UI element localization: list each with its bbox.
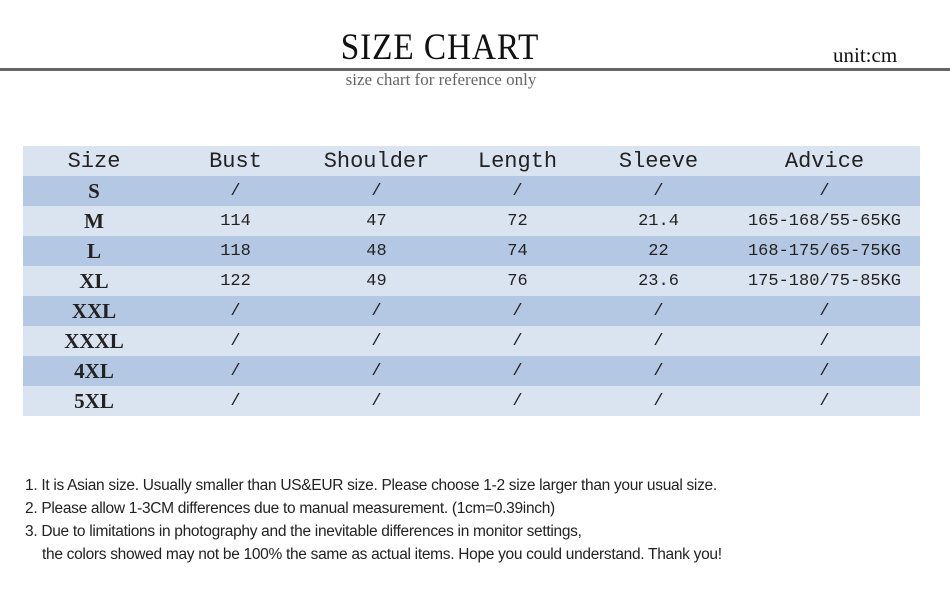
cell-length: / <box>512 331 523 351</box>
column-header-length: Length <box>477 148 558 174</box>
table-row: XL 122 49 76 23.6 175-180/75-85KG <box>23 266 920 296</box>
note-3: 3. Due to limitations in photography and… <box>25 523 582 540</box>
cell-bust: 118 <box>220 241 251 261</box>
cell-length: / <box>512 301 523 321</box>
size-cell: XXL <box>71 298 117 323</box>
cell-shoulder: / <box>371 361 382 381</box>
unit-label: unit:cm <box>833 43 898 67</box>
cell-bust: / <box>230 331 241 351</box>
note-3-continued: the colors showed may not be 100% the sa… <box>42 546 722 563</box>
cell-length: 74 <box>507 241 528 261</box>
cell-bust: / <box>230 391 241 411</box>
table-row: 5XL / / / / / <box>23 386 920 416</box>
notes: 1. It is Asian size. Usually smaller tha… <box>25 474 722 566</box>
cell-advice: / <box>819 361 830 381</box>
cell-shoulder: 47 <box>366 211 387 231</box>
column-header-bust: Bust <box>209 148 262 174</box>
cell-sleeve: / <box>653 301 664 321</box>
column-header-shoulder: Shoulder <box>323 148 430 174</box>
cell-bust: / <box>230 361 241 381</box>
column-header-sleeve: Sleeve <box>618 148 699 174</box>
table-row: S / / / / / <box>23 176 920 206</box>
cell-sleeve: / <box>653 361 664 381</box>
size-cell: L <box>86 238 101 263</box>
size-table: Size Bust Shoulder Length Sleeve Advice S / / / /… <box>23 146 920 416</box>
table-row: M 114 47 72 21.4 165-168/55-65KG <box>23 206 920 236</box>
cell-bust: 122 <box>220 271 251 291</box>
table-row: XXXL / / / / / <box>23 326 920 356</box>
cell-shoulder: 48 <box>366 241 387 261</box>
cell-sleeve: / <box>653 391 664 411</box>
cell-shoulder: / <box>371 181 382 201</box>
cell-sleeve: 23.6 <box>638 271 679 291</box>
cell-bust: / <box>230 301 241 321</box>
size-cell: XXXL <box>64 328 124 353</box>
cell-shoulder: / <box>371 331 382 351</box>
size-cell: 4XL <box>74 358 114 383</box>
cell-sleeve: 21.4 <box>638 211 679 231</box>
subtitle: size chart for reference only <box>345 70 537 89</box>
page-title: SIZE CHART <box>340 27 540 68</box>
table-row: L 118 48 74 22 168-175/65-75KG <box>23 236 920 266</box>
cell-advice: / <box>819 391 830 411</box>
size-cell: XL <box>79 268 109 293</box>
cell-advice: / <box>819 181 830 201</box>
cell-length: 76 <box>507 271 528 291</box>
cell-shoulder: / <box>371 301 382 321</box>
cell-sleeve: / <box>653 181 664 201</box>
cell-shoulder: / <box>371 391 382 411</box>
cell-bust: 114 <box>220 211 251 231</box>
column-header-advice: Advice <box>784 148 865 174</box>
size-cell: 5XL <box>74 388 114 413</box>
size-cell: M <box>84 208 104 233</box>
cell-length: / <box>512 361 523 381</box>
table-row: 4XL / / / / / <box>23 356 920 386</box>
size-cell: S <box>88 178 100 203</box>
cell-sleeve: 22 <box>648 241 669 261</box>
table-header: Size Bust Shoulder Length Sleeve Advice <box>23 146 920 176</box>
cell-advice: 175-180/75-85KG <box>747 271 902 291</box>
table-row: XXL / / / / / <box>23 296 920 326</box>
note-2: 2. Please allow 1-3CM differences due to… <box>25 500 555 517</box>
cell-shoulder: 49 <box>366 271 387 291</box>
cell-bust: / <box>230 181 241 201</box>
cell-length: 72 <box>507 211 528 231</box>
cell-length: / <box>512 391 523 411</box>
cell-advice: / <box>819 331 830 351</box>
cell-advice: 168-175/65-75KG <box>747 241 902 261</box>
divider <box>0 68 950 71</box>
column-header-size: Size <box>67 148 121 174</box>
cell-advice: / <box>819 301 830 321</box>
cell-length: / <box>512 181 523 201</box>
note-1: 1. It is Asian size. Usually smaller tha… <box>25 477 717 494</box>
cell-sleeve: / <box>653 331 664 351</box>
cell-advice: 165-168/55-65KG <box>747 211 902 231</box>
